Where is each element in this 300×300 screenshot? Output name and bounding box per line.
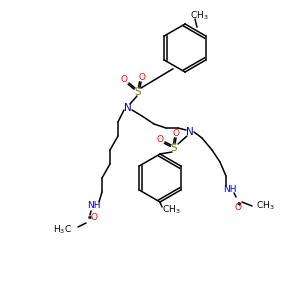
Text: O: O xyxy=(157,136,164,145)
Text: NH: NH xyxy=(223,185,237,194)
Text: O: O xyxy=(121,76,128,85)
Text: O: O xyxy=(91,214,98,223)
Text: O: O xyxy=(139,74,145,82)
Text: N: N xyxy=(124,103,132,113)
Text: NH: NH xyxy=(87,202,101,211)
Text: O: O xyxy=(172,130,179,139)
Text: CH$_3$: CH$_3$ xyxy=(190,10,208,22)
Text: S: S xyxy=(135,87,141,97)
Text: S: S xyxy=(171,143,177,153)
Text: O: O xyxy=(235,203,242,212)
Text: CH$_3$: CH$_3$ xyxy=(162,204,181,216)
Text: CH$_3$: CH$_3$ xyxy=(256,200,274,212)
Text: N: N xyxy=(186,127,194,137)
Text: H$_3$C: H$_3$C xyxy=(53,224,72,236)
